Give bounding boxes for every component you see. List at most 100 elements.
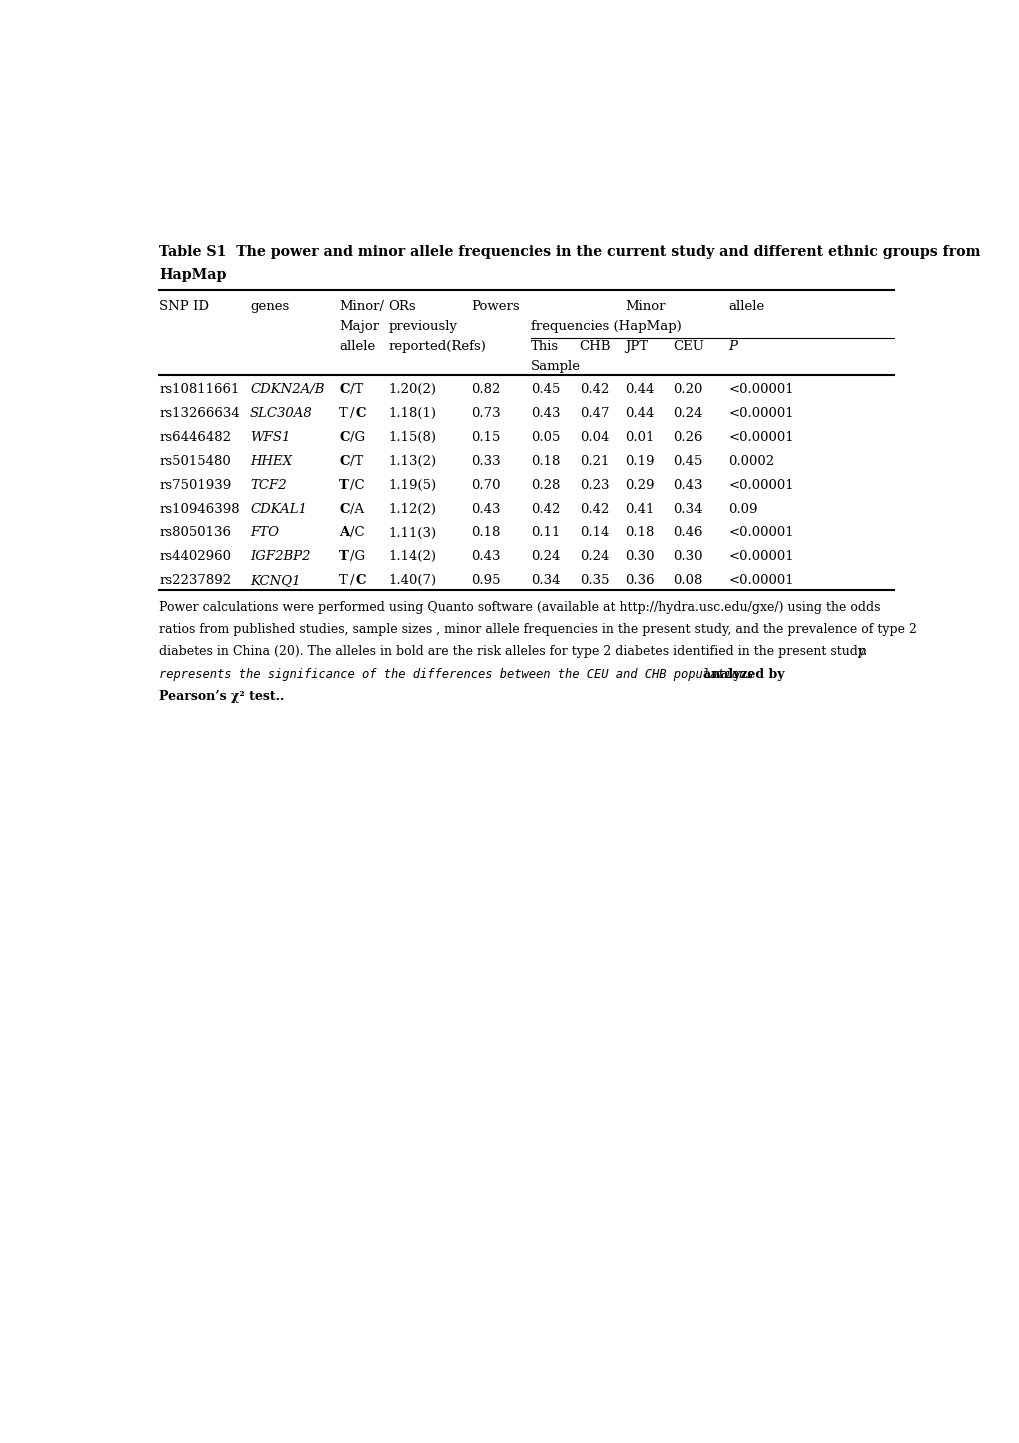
Text: 0.0002: 0.0002 [728,455,773,468]
Text: 1.14(2): 1.14(2) [388,550,436,563]
Text: Minor/: Minor/ [339,300,384,313]
Text: C: C [339,431,350,444]
Text: 0.95: 0.95 [471,574,500,587]
Text: 0.18: 0.18 [471,527,500,540]
Text: rs4402960: rs4402960 [159,550,231,563]
Text: 0.18: 0.18 [530,455,559,468]
Text: 0.44: 0.44 [625,407,654,420]
Text: SNP ID: SNP ID [159,300,209,313]
Text: 0.20: 0.20 [673,384,702,397]
Text: 1.15(8): 1.15(8) [388,431,436,444]
Text: allele: allele [339,341,375,354]
Text: p: p [857,645,865,658]
Text: 0.24: 0.24 [530,550,559,563]
Text: CHB: CHB [579,341,610,354]
Text: 0.24: 0.24 [579,550,608,563]
Text: Major: Major [339,320,379,333]
Text: Sample: Sample [530,359,580,372]
Text: 0.43: 0.43 [530,407,559,420]
Text: 1.20(2): 1.20(2) [388,384,436,397]
Text: <0.00001: <0.00001 [728,407,793,420]
Text: Powers: Powers [471,300,520,313]
Text: P: P [728,341,737,354]
Text: Minor: Minor [625,300,665,313]
Text: 0.33: 0.33 [471,455,500,468]
Text: T: T [339,407,347,420]
Text: C: C [355,407,365,420]
Text: 0.21: 0.21 [579,455,608,468]
Text: 0.15: 0.15 [471,431,500,444]
Text: 0.29: 0.29 [625,479,654,492]
Text: CDKN2A/B: CDKN2A/B [250,384,324,397]
Text: /T: /T [350,384,363,397]
Text: 0.41: 0.41 [625,502,654,515]
Text: Table S1  The power and minor allele frequencies in the current study and differ: Table S1 The power and minor allele freq… [159,245,979,260]
Text: frequencies (HapMap): frequencies (HapMap) [530,320,681,333]
Text: C: C [339,502,350,515]
Text: CDKAL1: CDKAL1 [250,502,307,515]
Text: ORs: ORs [388,300,416,313]
Text: 0.70: 0.70 [471,479,500,492]
Text: rs8050136: rs8050136 [159,527,231,540]
Text: reported(Refs): reported(Refs) [388,341,486,354]
Text: <0.00001: <0.00001 [728,550,793,563]
Text: /T: /T [350,455,363,468]
Text: 0.43: 0.43 [471,502,500,515]
Text: rs5015480: rs5015480 [159,455,230,468]
Text: 0.18: 0.18 [625,527,654,540]
Text: T: T [339,479,348,492]
Text: <0.00001: <0.00001 [728,479,793,492]
Text: <0.00001: <0.00001 [728,574,793,587]
Text: 0.47: 0.47 [579,407,608,420]
Text: /C: /C [350,527,364,540]
Text: CEU: CEU [673,341,703,354]
Text: HapMap: HapMap [159,267,226,281]
Text: 0.26: 0.26 [673,431,702,444]
Text: rs6446482: rs6446482 [159,431,231,444]
Text: 0.42: 0.42 [530,502,559,515]
Text: FTO: FTO [250,527,279,540]
Text: 0.09: 0.09 [728,502,757,515]
Text: <0.00001: <0.00001 [728,527,793,540]
Text: 0.73: 0.73 [471,407,500,420]
Text: 0.08: 0.08 [673,574,702,587]
Text: 1.13(2): 1.13(2) [388,455,436,468]
Text: SLC30A8: SLC30A8 [250,407,313,420]
Text: 0.05: 0.05 [530,431,559,444]
Text: /G: /G [350,431,365,444]
Text: analyzed by: analyzed by [702,668,784,681]
Text: previously: previously [388,320,457,333]
Text: genes: genes [250,300,289,313]
Text: 0.42: 0.42 [579,384,608,397]
Text: 0.36: 0.36 [625,574,654,587]
Text: 0.45: 0.45 [673,455,702,468]
Text: Pearson’s χ² test..: Pearson’s χ² test.. [159,690,284,703]
Text: WFS1: WFS1 [250,431,290,444]
Text: 0.34: 0.34 [673,502,702,515]
Text: rs10946398: rs10946398 [159,502,239,515]
Text: Power calculations were performed using Quanto software (available at http://hyd: Power calculations were performed using … [159,600,879,613]
Text: C: C [339,384,350,397]
Text: TCF2: TCF2 [250,479,286,492]
Text: 0.35: 0.35 [579,574,608,587]
Text: rs2237892: rs2237892 [159,574,231,587]
Text: ratios from published studies, sample sizes , minor allele frequencies in the pr: ratios from published studies, sample si… [159,623,916,636]
Text: T: T [339,574,347,587]
Text: 0.28: 0.28 [530,479,559,492]
Text: IGF2BP2: IGF2BP2 [250,550,310,563]
Text: /: / [350,407,354,420]
Text: 0.24: 0.24 [673,407,702,420]
Text: 0.82: 0.82 [471,384,500,397]
Text: HHEX: HHEX [250,455,291,468]
Text: JPT: JPT [625,341,648,354]
Text: 0.23: 0.23 [579,479,608,492]
Text: 1.19(5): 1.19(5) [388,479,436,492]
Text: 0.42: 0.42 [579,502,608,515]
Text: 0.45: 0.45 [530,384,559,397]
Text: This: This [530,341,558,354]
Text: <0.00001: <0.00001 [728,384,793,397]
Text: 0.34: 0.34 [530,574,559,587]
Text: /: / [350,574,354,587]
Text: T: T [339,550,348,563]
Text: /C: /C [350,479,364,492]
